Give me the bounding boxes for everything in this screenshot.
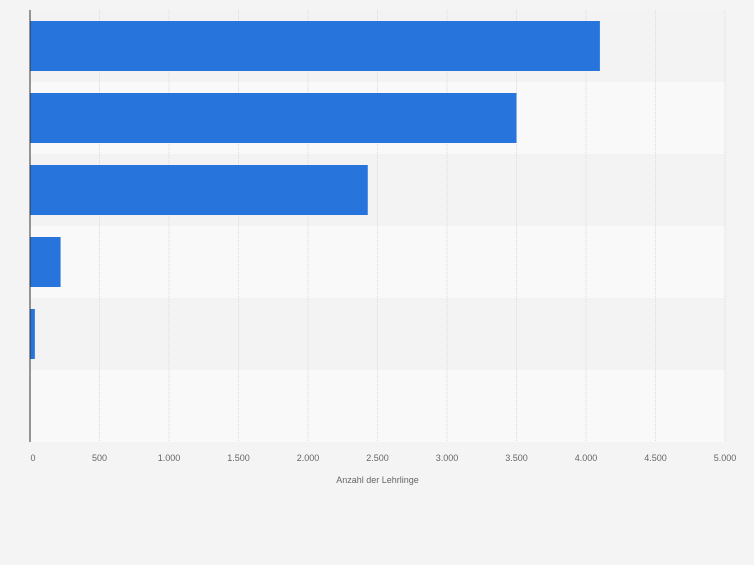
x-tick-label: 0 xyxy=(30,453,35,463)
x-tick-label: 3.500 xyxy=(505,453,528,463)
bar xyxy=(30,309,35,359)
bar xyxy=(30,21,600,71)
x-tick-label: 2.000 xyxy=(297,453,320,463)
bar xyxy=(30,165,368,215)
x-tick-label: 500 xyxy=(92,453,107,463)
x-tick-label: 5.000 xyxy=(714,453,737,463)
x-tick-label: 1.000 xyxy=(158,453,181,463)
x-axis-label: Anzahl der Lehrlinge xyxy=(336,475,419,485)
x-tick-label: 4.500 xyxy=(644,453,667,463)
bars xyxy=(30,21,600,359)
x-tick-label: 4.000 xyxy=(575,453,598,463)
x-tick-labels: 0 500 1.000 1.500 2.000 2.500 3.000 3.500 4.000 4… xyxy=(30,453,736,463)
x-tick-label: 1.500 xyxy=(227,453,250,463)
x-tick-label: 2.500 xyxy=(366,453,389,463)
bar xyxy=(30,237,61,287)
gridlines xyxy=(99,10,726,442)
x-tick-label: 3.000 xyxy=(436,453,459,463)
bar xyxy=(30,93,517,143)
